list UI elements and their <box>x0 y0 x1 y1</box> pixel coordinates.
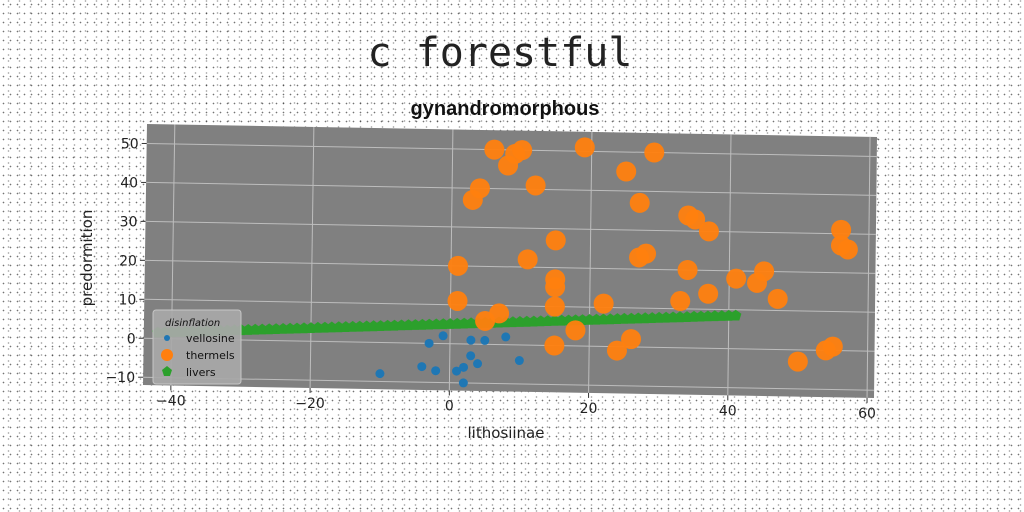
x-tick-label: −40 <box>156 393 186 409</box>
thermels-point <box>544 335 565 356</box>
thermels-point <box>545 230 566 251</box>
thermels-point <box>593 293 614 314</box>
thermels-point <box>489 303 510 324</box>
vellosine-point <box>458 378 468 388</box>
thermels-point <box>787 351 808 372</box>
y-tick-label: 20 <box>119 253 137 269</box>
x-tick-label: 40 <box>719 403 737 419</box>
thermels-point <box>616 161 637 182</box>
vellosine-point <box>375 369 385 379</box>
legend-title: disinflation <box>165 318 220 329</box>
y-tick-label: 30 <box>120 214 138 230</box>
grid-lines <box>143 124 877 398</box>
y-tick-label: 10 <box>118 292 136 308</box>
livers-point <box>730 309 742 321</box>
thermels-point <box>447 255 468 276</box>
vellosine-point <box>473 359 483 369</box>
y-grid-line <box>143 337 875 352</box>
legend-box <box>152 309 242 385</box>
chart-title: gynandromorphous <box>411 98 600 120</box>
thermels-point <box>670 291 691 312</box>
y-grid-line <box>146 181 877 196</box>
thermels-point <box>677 260 698 281</box>
vellosine-point <box>466 335 476 345</box>
thermels-point <box>517 249 538 270</box>
thermels-point <box>767 288 788 309</box>
y-grid-line <box>144 298 875 313</box>
x-grid-line <box>309 126 315 388</box>
thermels-point <box>644 142 665 163</box>
legend-marker-thermels <box>161 349 173 361</box>
x-tick-label: 60 <box>858 406 876 422</box>
thermels-point <box>636 243 657 264</box>
thermels-point <box>698 221 719 242</box>
x-axis-label: lithosiinae <box>468 424 545 442</box>
legend-marker-livers <box>162 366 172 376</box>
thermels-point <box>831 219 852 240</box>
vellosine-point <box>452 366 462 376</box>
legend: disinflation vellosine thermels livers <box>152 309 242 385</box>
y-axis-label: predormition <box>78 210 96 307</box>
vellosine-point <box>459 362 469 372</box>
thermels-point <box>545 277 566 298</box>
vellosine-point <box>501 332 511 342</box>
y-tick-label: 50 <box>121 136 139 152</box>
thermels-point <box>484 139 505 160</box>
data-marks <box>152 137 858 388</box>
vellosine-point <box>424 338 434 348</box>
thermels-point <box>512 140 533 161</box>
thermels-point <box>469 178 490 199</box>
y-tick-label: −10 <box>106 370 136 386</box>
x-tick-label: 20 <box>580 401 598 417</box>
thermels-point <box>606 340 627 361</box>
y-grid-line <box>144 259 876 274</box>
vellosine-point <box>431 366 441 376</box>
thermels-point <box>726 268 747 289</box>
thermels-point <box>565 320 586 341</box>
y-grid-line <box>143 376 875 391</box>
thermels-point <box>621 329 642 350</box>
vellosine-point <box>466 351 476 361</box>
y-tick-label: 0 <box>127 331 136 347</box>
thermels-point <box>574 137 595 158</box>
x-tick-label: 0 <box>445 398 454 414</box>
figure-suptitle: c forestful <box>367 30 633 76</box>
thermels-point <box>447 290 468 311</box>
thermels-point <box>629 192 650 213</box>
legend-label-vellosine: vellosine <box>186 332 235 345</box>
legend-marker-vellosine <box>164 335 170 341</box>
thermels-point <box>525 175 546 196</box>
thermels-point <box>544 296 565 317</box>
x-grid-line <box>727 134 732 396</box>
thermels-point <box>754 261 775 282</box>
legend-label-livers: livers <box>186 366 216 379</box>
thermels-point <box>837 239 858 260</box>
vellosine-point <box>514 356 524 366</box>
x-grid-line <box>588 131 593 393</box>
x-grid-line <box>866 136 871 398</box>
axes: −40 −20 0 20 40 60 −10 0 10 20 30 40 50 <box>106 136 876 421</box>
legend-label-thermels: thermels <box>186 349 235 362</box>
vellosine-point <box>480 335 490 345</box>
vellosine-point <box>438 331 448 341</box>
thermels-point <box>685 209 706 230</box>
thermels-point <box>698 283 719 304</box>
y-grid-line <box>145 220 876 235</box>
x-tick-label: −20 <box>295 396 325 412</box>
vellosine-point <box>417 362 427 372</box>
y-tick-label: 40 <box>120 175 138 191</box>
thermels-point <box>822 336 843 357</box>
